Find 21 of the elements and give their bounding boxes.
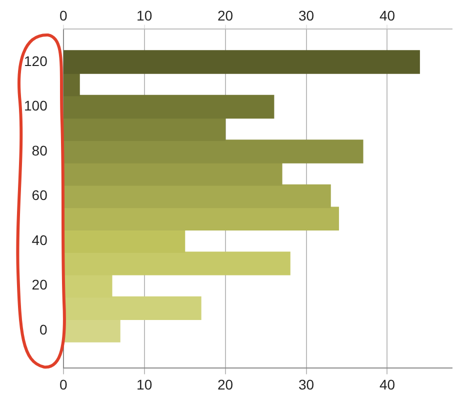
bar: [64, 318, 120, 342]
x2-tick-label: 40: [379, 376, 396, 392]
x2-tick-label: 10: [136, 376, 152, 392]
y-tick-label: 40: [32, 232, 48, 248]
x2-tick-label: 0: [59, 376, 68, 392]
x-tick-label: 0: [59, 7, 68, 24]
x-tick-label: 10: [136, 7, 152, 24]
y-tick-label: 80: [32, 142, 48, 158]
bar: [64, 162, 282, 186]
y-tick-label: 120: [24, 52, 48, 69]
y-tick-label: 60: [32, 187, 48, 204]
bar: [64, 184, 331, 208]
x-tick-label: 20: [218, 7, 234, 24]
x2-tick-label: 30: [298, 376, 314, 392]
x-tick-label: 30: [298, 7, 314, 24]
x-tick-label: 40: [379, 7, 396, 24]
y-tick-label: 0: [40, 321, 48, 338]
y-tick-label: 20: [32, 276, 48, 293]
y-tick-label: 100: [24, 98, 48, 114]
bar: [64, 50, 420, 74]
x2-tick-label: 20: [218, 376, 234, 392]
